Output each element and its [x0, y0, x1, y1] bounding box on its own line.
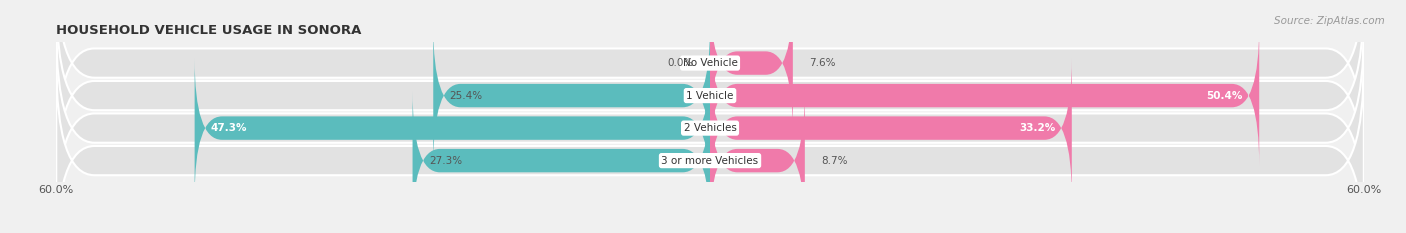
- FancyBboxPatch shape: [710, 58, 1071, 198]
- FancyBboxPatch shape: [56, 0, 1364, 162]
- FancyBboxPatch shape: [56, 0, 1364, 195]
- Text: 2 Vehicles: 2 Vehicles: [683, 123, 737, 133]
- FancyBboxPatch shape: [710, 0, 793, 133]
- FancyBboxPatch shape: [56, 62, 1364, 233]
- Text: 27.3%: 27.3%: [429, 156, 463, 166]
- Text: 7.6%: 7.6%: [810, 58, 835, 68]
- Text: 8.7%: 8.7%: [821, 156, 848, 166]
- FancyBboxPatch shape: [433, 26, 710, 165]
- FancyBboxPatch shape: [194, 58, 710, 198]
- FancyBboxPatch shape: [710, 91, 804, 230]
- Text: Source: ZipAtlas.com: Source: ZipAtlas.com: [1274, 16, 1385, 26]
- Text: HOUSEHOLD VEHICLE USAGE IN SONORA: HOUSEHOLD VEHICLE USAGE IN SONORA: [56, 24, 361, 37]
- Text: 50.4%: 50.4%: [1206, 91, 1243, 101]
- FancyBboxPatch shape: [412, 91, 710, 230]
- FancyBboxPatch shape: [56, 29, 1364, 227]
- Text: 33.2%: 33.2%: [1019, 123, 1056, 133]
- Text: 47.3%: 47.3%: [211, 123, 247, 133]
- Text: 25.4%: 25.4%: [450, 91, 482, 101]
- Text: No Vehicle: No Vehicle: [682, 58, 738, 68]
- Text: 1 Vehicle: 1 Vehicle: [686, 91, 734, 101]
- Text: 0.0%: 0.0%: [668, 58, 693, 68]
- Text: 3 or more Vehicles: 3 or more Vehicles: [661, 156, 759, 166]
- FancyBboxPatch shape: [710, 26, 1260, 165]
- Legend: Owner-occupied, Renter-occupied: Owner-occupied, Renter-occupied: [588, 230, 832, 233]
